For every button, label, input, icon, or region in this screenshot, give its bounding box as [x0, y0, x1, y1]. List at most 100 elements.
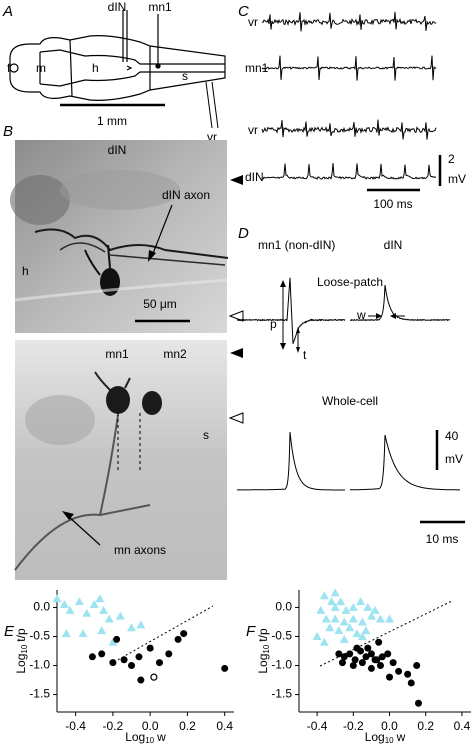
- point: [349, 662, 357, 670]
- y-tick-label: 0.0: [33, 600, 50, 614]
- arrow: [151, 204, 173, 257]
- x-tick-label: 0.4: [216, 719, 233, 733]
- x-tick-label: 0.2: [417, 719, 434, 733]
- column-label: mn1 (non-dIN): [258, 238, 335, 252]
- marker-filled: [230, 175, 243, 185]
- point: [104, 614, 114, 623]
- marker-open: [228, 310, 244, 322]
- trace: [237, 431, 345, 491]
- point: [346, 650, 354, 658]
- point: [113, 635, 121, 643]
- point: [351, 656, 359, 664]
- point: [180, 630, 188, 638]
- panel-label: E: [4, 623, 15, 640]
- ylabel: Log10 t/p: [256, 628, 271, 674]
- point: [386, 673, 394, 681]
- ylabel: Log10 t/p: [14, 628, 29, 674]
- point: [339, 617, 349, 626]
- trace: [261, 119, 437, 140]
- point: [316, 605, 326, 614]
- point: [414, 699, 422, 707]
- point: [335, 650, 343, 658]
- point: [367, 650, 375, 658]
- point: [321, 614, 331, 623]
- point: [319, 591, 329, 600]
- point: [345, 623, 355, 632]
- point: [375, 614, 385, 623]
- label-sub: 10: [385, 736, 394, 745]
- point: [221, 664, 229, 672]
- point: [327, 597, 337, 606]
- scale-label: 1 mm: [97, 114, 127, 128]
- y-tick-label: 0.0: [275, 600, 292, 614]
- point: [98, 650, 106, 658]
- point: [89, 600, 99, 609]
- point: [59, 600, 69, 609]
- point: [348, 602, 358, 611]
- marker-filled: [230, 348, 243, 358]
- point: [78, 629, 88, 638]
- trace-label: vr: [248, 15, 258, 29]
- y-tick-label: -1.5: [271, 687, 292, 701]
- scale-label: 10 ms: [426, 532, 459, 546]
- tadpole-diagram: [9, 10, 226, 129]
- panel-label: D: [238, 225, 249, 242]
- point: [363, 602, 373, 611]
- point: [74, 597, 84, 606]
- x-tick-label: 0.4: [454, 719, 471, 733]
- point: [395, 667, 403, 675]
- label-sub: 10: [145, 736, 154, 745]
- label-mn2: mn2: [163, 347, 187, 361]
- point: [137, 676, 145, 684]
- y-tick-label: -1.0: [271, 658, 292, 672]
- point: [319, 637, 329, 646]
- point: [115, 611, 125, 620]
- label-sub: 10: [262, 644, 271, 653]
- trace: [261, 11, 437, 32]
- label-base: Log: [256, 654, 270, 674]
- point: [155, 659, 163, 667]
- x-tick-label: -0.4: [65, 719, 86, 733]
- label-base: Log: [365, 730, 385, 744]
- xlabel: Log10 w: [365, 730, 406, 745]
- point: [378, 653, 386, 661]
- point: [330, 588, 340, 597]
- x-tick-label: -0.2: [103, 719, 124, 733]
- point: [362, 653, 370, 661]
- micrograph-mn: [14, 340, 227, 580]
- point: [339, 634, 349, 643]
- arrowhead: [148, 250, 156, 262]
- point: [82, 608, 92, 617]
- panel-label: A: [2, 3, 13, 20]
- panel-label: F: [246, 623, 256, 640]
- point: [150, 673, 158, 681]
- micrograph-din: [10, 140, 229, 333]
- point: [413, 662, 421, 670]
- point: [407, 679, 415, 687]
- marker-open: [228, 412, 244, 424]
- x-tick-label: 0.0: [142, 719, 159, 733]
- point: [336, 597, 346, 606]
- point: [376, 662, 384, 670]
- scale-label: mV: [445, 452, 463, 466]
- panel-label: C: [238, 3, 249, 20]
- point: [99, 605, 109, 614]
- point: [384, 650, 392, 658]
- axons-label: mn axons: [114, 543, 166, 557]
- measure-arrows: [280, 280, 405, 353]
- point: [357, 631, 367, 640]
- point: [174, 635, 182, 643]
- scale-label: 40: [445, 429, 459, 443]
- label-s: s: [182, 69, 188, 83]
- point: [61, 629, 71, 638]
- label-rest: t/p: [14, 628, 28, 642]
- label-rest: t/p: [256, 628, 270, 642]
- label-mn1: mn1: [148, 0, 172, 14]
- point: [135, 653, 143, 661]
- label-p: p: [270, 317, 277, 331]
- point: [404, 670, 412, 678]
- trace: [236, 277, 346, 344]
- label-mn1: mn1: [105, 347, 129, 361]
- trace: [261, 163, 437, 180]
- point: [334, 626, 344, 635]
